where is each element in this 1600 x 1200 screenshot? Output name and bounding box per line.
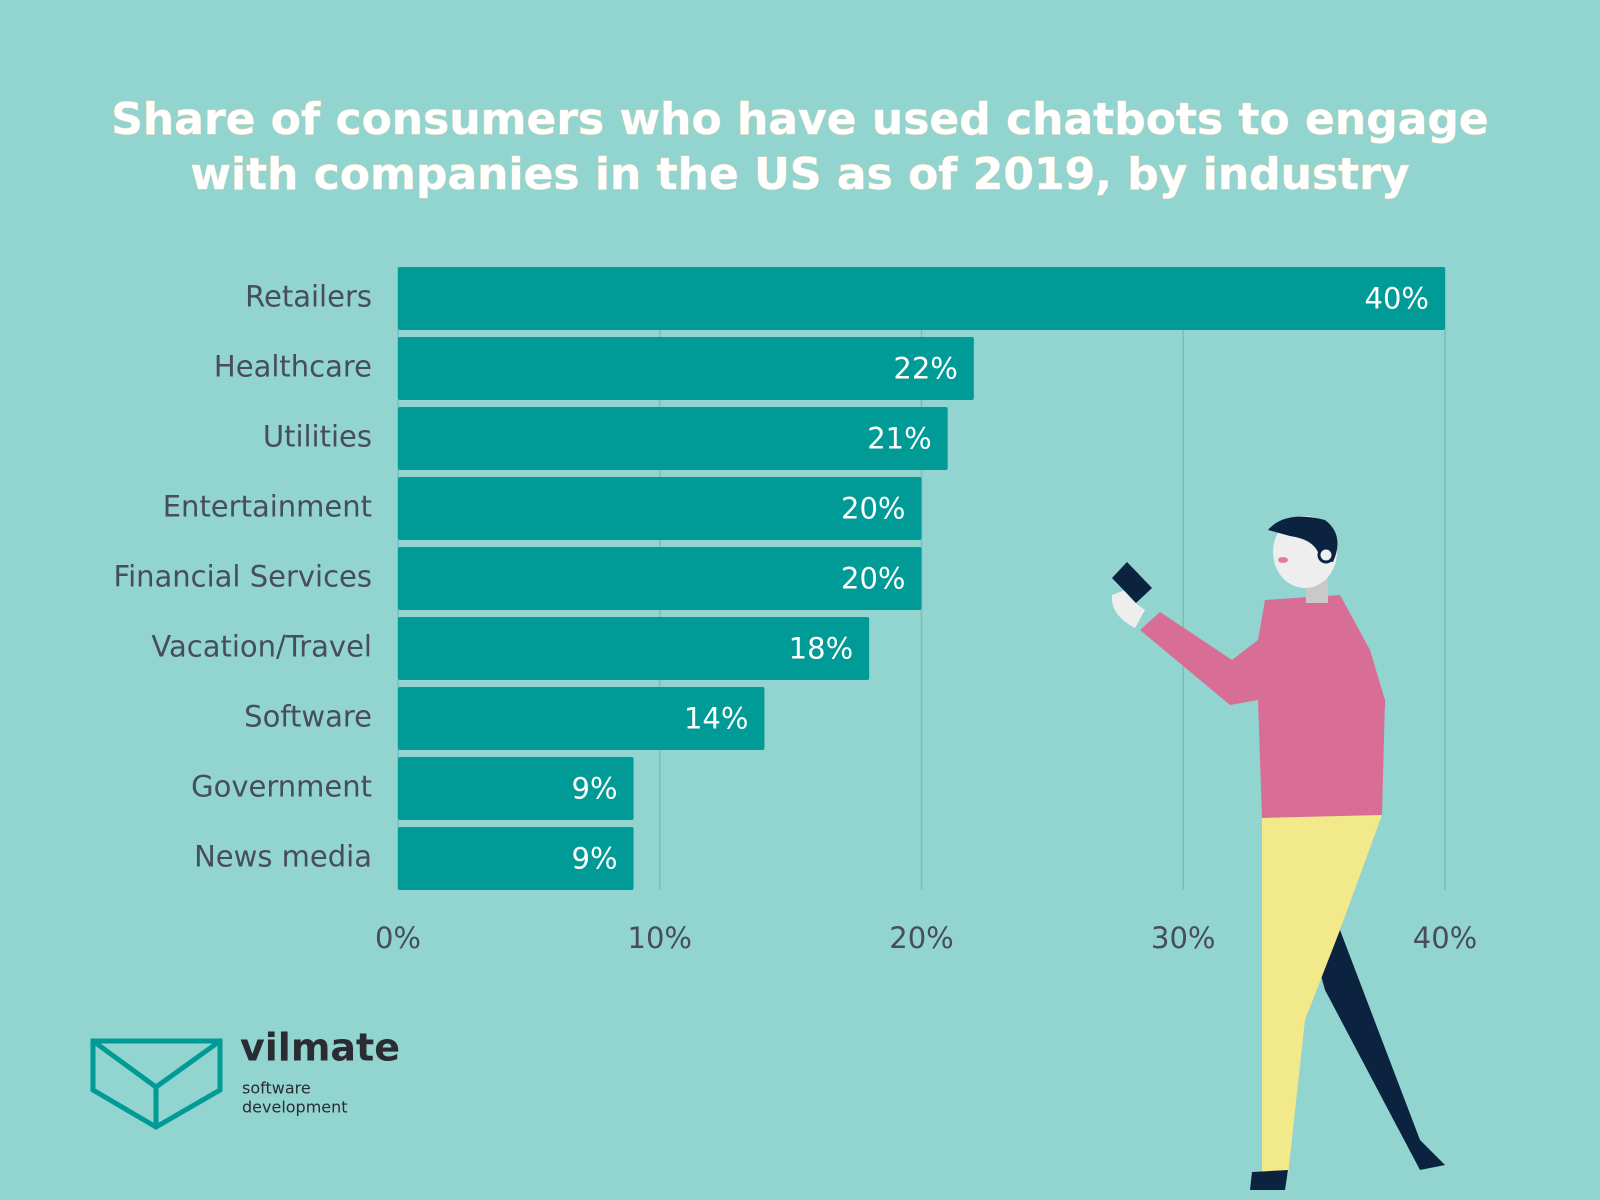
phone bbox=[1112, 562, 1152, 603]
shoe bbox=[1250, 1170, 1288, 1190]
bar-value-label: 9% bbox=[572, 772, 618, 806]
logo-name: vilmate bbox=[240, 1026, 400, 1070]
hand bbox=[1111, 590, 1145, 628]
bar-value-label: 21% bbox=[867, 422, 931, 456]
bar bbox=[398, 337, 974, 400]
bar bbox=[398, 827, 634, 890]
bar bbox=[398, 617, 870, 680]
bar-value-label: 20% bbox=[841, 492, 905, 526]
bar bbox=[398, 267, 1445, 330]
bar-value-label: 22% bbox=[893, 352, 957, 386]
y-tick-label: Entertainment bbox=[163, 490, 372, 524]
x-tick-label: 0% bbox=[375, 921, 421, 955]
bar bbox=[398, 757, 634, 820]
bar-value-label: 18% bbox=[789, 632, 853, 666]
logo-lines bbox=[91, 1038, 222, 1127]
illustration bbox=[1111, 516, 1445, 1190]
logo-tagline: development bbox=[242, 1098, 348, 1117]
y-tick-label: Vacation/Travel bbox=[151, 630, 372, 664]
cheek bbox=[1278, 557, 1288, 563]
chart-title: with companies in the US as of 2019, by … bbox=[190, 149, 1409, 200]
y-tick-label: Utilities bbox=[263, 420, 372, 454]
y-tick-label: News media bbox=[194, 840, 372, 874]
bar-value-label: 40% bbox=[1365, 282, 1429, 316]
logo-tagline: software bbox=[242, 1079, 311, 1098]
logo-box bbox=[90, 1038, 223, 1130]
x-tick-label: 30% bbox=[1151, 921, 1215, 955]
bar bbox=[398, 477, 922, 540]
y-tick-label: Healthcare bbox=[214, 350, 372, 384]
x-tick-label: 20% bbox=[889, 921, 953, 955]
logo: vilmate software development bbox=[90, 1026, 400, 1130]
bars: 40% 22% 21% 20% 20% 18% 14% 9% 9% bbox=[398, 267, 1445, 890]
bar bbox=[398, 407, 948, 470]
chart-title: Share of consumers who have used chatbot… bbox=[111, 94, 1489, 145]
bar bbox=[398, 687, 765, 750]
torso bbox=[1140, 595, 1385, 818]
bar-value-label: 9% bbox=[572, 842, 618, 876]
y-tick-label: Government bbox=[191, 770, 372, 804]
bar-value-label: 20% bbox=[841, 562, 905, 596]
y-tick-label: Retailers bbox=[245, 280, 372, 314]
x-tick-label: 10% bbox=[628, 921, 692, 955]
front-leg bbox=[1262, 815, 1382, 1175]
x-tick-label: 40% bbox=[1413, 921, 1477, 955]
y-tick-label: Financial Services bbox=[114, 560, 373, 594]
ear bbox=[1317, 546, 1335, 564]
bar bbox=[398, 547, 922, 610]
bar-value-label: 14% bbox=[684, 702, 748, 736]
y-tick-label: Software bbox=[244, 700, 372, 734]
